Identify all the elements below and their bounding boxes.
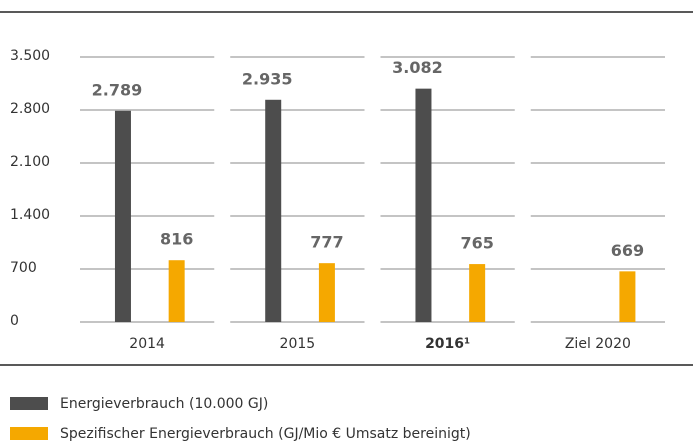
legend-label: Spezifischer Energieverbrauch (GJ/Mio € … [60, 426, 471, 442]
legend-swatch [10, 427, 48, 440]
y-tick-label: 2.100 [10, 154, 50, 170]
value-label: 816 [160, 230, 193, 249]
y-tick-label: 0 [10, 313, 19, 329]
bar [168, 260, 185, 322]
x-tick-label: 2015 [280, 336, 316, 352]
value-label: 765 [460, 234, 493, 253]
bar [619, 271, 636, 322]
y-tick-label: 700 [10, 260, 37, 276]
value-label: 3.082 [392, 58, 443, 77]
bar [415, 88, 432, 322]
legend-swatch [10, 397, 48, 410]
bar [469, 264, 486, 322]
y-tick-label: 1.400 [10, 207, 50, 223]
y-tick-label: 2.800 [10, 101, 50, 117]
legend-label: Energieverbrauch (10.000 GJ) [60, 396, 268, 412]
y-tick-label: 3.500 [10, 48, 50, 64]
bar [265, 99, 282, 323]
value-label: 669 [611, 241, 644, 260]
value-label: 777 [310, 233, 343, 252]
x-tick-label: 2016¹ [425, 336, 470, 352]
value-label: 2.789 [92, 80, 143, 99]
x-tick-label: 2014 [129, 336, 165, 352]
bar [114, 110, 131, 322]
value-label: 2.935 [242, 69, 293, 88]
x-tick-label: Ziel 2020 [565, 336, 631, 352]
bar [318, 263, 335, 322]
